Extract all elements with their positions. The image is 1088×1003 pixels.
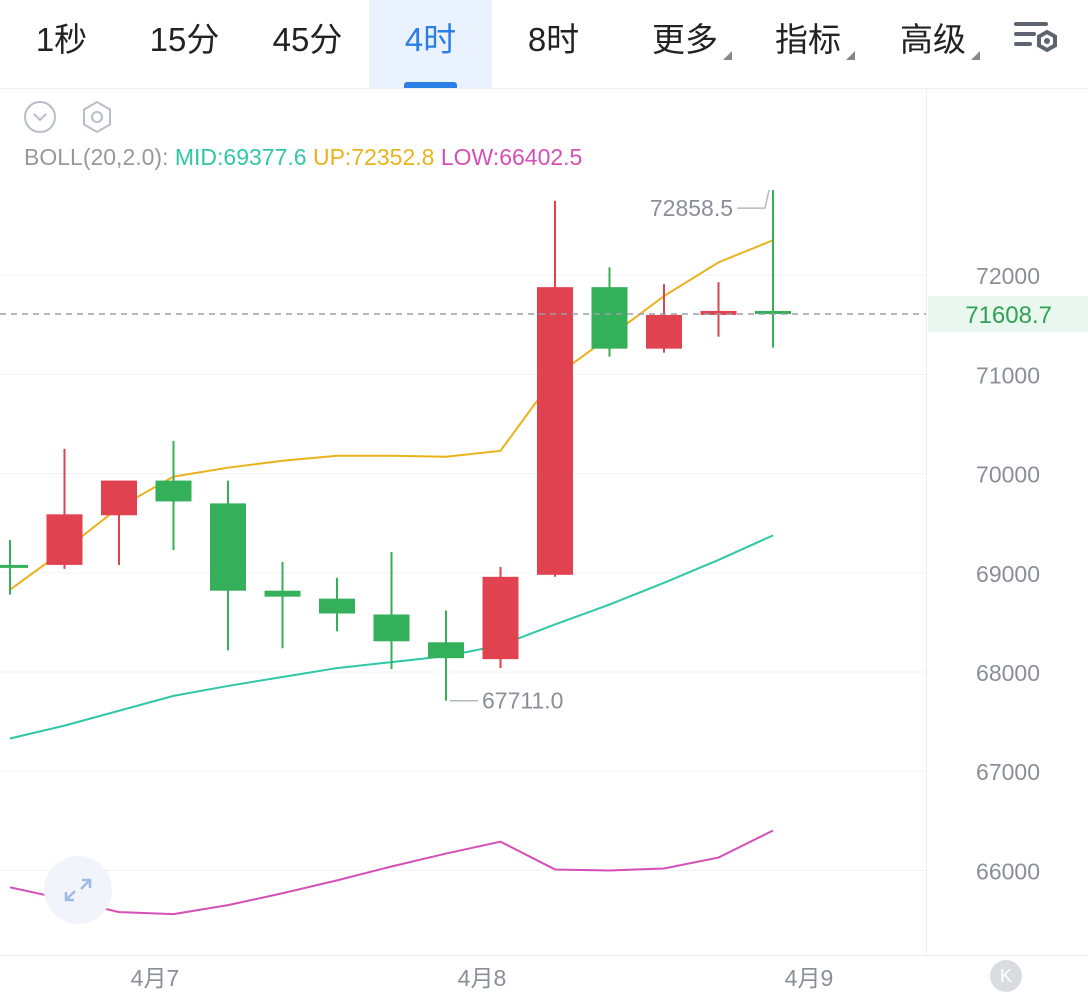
tab-label: 45分 xyxy=(272,21,343,58)
y-tick-label: 70000 xyxy=(976,462,1040,488)
tab-label: 指标 xyxy=(775,21,841,58)
tab-label: 8时 xyxy=(527,21,580,58)
boll-label: BOLL(20,2.0): xyxy=(24,144,169,170)
y-tick-label: 66000 xyxy=(976,858,1040,884)
boll-up-value: UP:72352.8 xyxy=(312,144,435,170)
boll-up-line xyxy=(9,239,774,591)
dropdown-triangle-icon xyxy=(846,51,855,60)
candle[interactable] xyxy=(319,577,355,632)
candle-body xyxy=(646,314,682,349)
collapse-chevron-icon[interactable] xyxy=(23,100,57,134)
last-price-label: 71608.7 xyxy=(965,302,1052,329)
tab-1s[interactable]: 1秒 xyxy=(0,0,123,88)
tab-4h[interactable]: 4时 xyxy=(369,0,492,88)
fullscreen-expand-icon[interactable] xyxy=(44,856,112,924)
dropdown-triangle-icon xyxy=(723,51,732,60)
candle-body xyxy=(319,598,355,614)
candle[interactable] xyxy=(591,267,628,357)
candle[interactable] xyxy=(646,284,682,353)
candle[interactable] xyxy=(700,282,737,337)
candle-body xyxy=(755,310,791,315)
tab-8h[interactable]: 8时 xyxy=(492,0,615,88)
x-tick-label: 4月9 xyxy=(785,965,834,991)
timeframe-tab-bar: 1秒 15分 45分 4时 8时 更多 指标 高级 xyxy=(0,0,1088,89)
kline-mode-button[interactable]: K xyxy=(990,960,1022,992)
candle-body xyxy=(210,503,246,591)
y-tick-label: 72000 xyxy=(976,263,1040,289)
candle-body xyxy=(0,564,28,568)
candle-body xyxy=(155,480,192,502)
y-tick-label: 67000 xyxy=(976,759,1040,785)
last-price-tag xyxy=(928,296,1088,333)
boll-low-line xyxy=(9,829,774,916)
time-axis-divider xyxy=(0,955,1088,956)
candle-body xyxy=(482,576,519,660)
tab-label: 15分 xyxy=(149,21,220,58)
candle[interactable] xyxy=(264,561,301,649)
candle[interactable] xyxy=(0,540,28,595)
candle[interactable] xyxy=(101,480,137,565)
tab-label: 高级 xyxy=(900,21,966,58)
x-tick-label: 4月7 xyxy=(131,965,180,991)
high-marker-line xyxy=(737,189,770,209)
candle[interactable] xyxy=(210,480,246,651)
y-tick-label: 69000 xyxy=(976,561,1040,587)
candle[interactable] xyxy=(46,448,83,569)
candle-body xyxy=(591,287,628,349)
x-tick-label: 4月8 xyxy=(458,965,507,991)
tab-indicators[interactable]: 指标 xyxy=(753,0,863,88)
tab-label: 4时 xyxy=(404,21,457,58)
candle[interactable] xyxy=(373,552,410,670)
candle-body xyxy=(264,590,301,597)
dropdown-triangle-icon xyxy=(971,51,980,60)
tab-more[interactable]: 更多 xyxy=(630,0,740,88)
candle-body xyxy=(700,310,737,315)
high-price-label: 72858.5 xyxy=(650,195,733,221)
boll-mid-value: MID:69377.6 xyxy=(174,144,307,170)
tab-15m[interactable]: 15分 xyxy=(123,0,246,88)
candle[interactable] xyxy=(755,190,791,348)
candlestick-chart[interactable]: 66000 67000 68000 69000 70000 71000 72000 4月7 4月… xyxy=(0,88,1088,1003)
price-axis-divider xyxy=(926,88,927,958)
y-tick-label: 68000 xyxy=(976,660,1040,686)
candle[interactable] xyxy=(428,610,464,701)
candle-body xyxy=(373,614,410,642)
chart-settings-icon[interactable] xyxy=(1010,16,1062,62)
candle-body xyxy=(101,480,137,516)
tab-advanced[interactable]: 高级 xyxy=(878,0,988,88)
boll-low-value: LOW:66402.5 xyxy=(440,144,583,170)
y-tick-label: 71000 xyxy=(976,362,1040,388)
tab-label: 更多 xyxy=(652,21,718,58)
candle-body xyxy=(428,642,464,659)
indicator-settings-icon[interactable] xyxy=(80,100,114,134)
boll-legend: BOLL(20,2.0): MID:69377.6 UP:72352.8 LOW… xyxy=(24,144,582,171)
low-price-label: 67711.0 xyxy=(482,688,563,714)
candle-body xyxy=(537,287,573,575)
candle-body xyxy=(46,514,83,565)
candle[interactable] xyxy=(482,566,519,669)
candle[interactable] xyxy=(537,200,573,577)
tab-45m[interactable]: 45分 xyxy=(246,0,369,88)
candle[interactable] xyxy=(155,440,192,551)
tab-label: 1秒 xyxy=(35,21,88,58)
